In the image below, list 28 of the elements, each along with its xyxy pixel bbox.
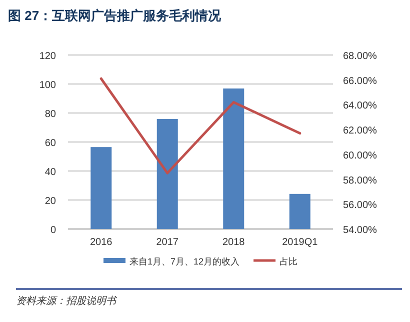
y2-tick-label: 60.00% — [343, 150, 378, 162]
y2-tick-label: 58.00% — [343, 175, 378, 186]
y-tick-label: 60 — [44, 138, 56, 149]
line-series — [100, 77, 302, 174]
bar — [156, 118, 178, 229]
y2-tick-label: 56.00% — [343, 200, 378, 212]
bar — [289, 194, 310, 229]
y2-tick-label: 68.00% — [343, 51, 378, 62]
legend-label: 占比 — [280, 256, 298, 266]
y-tick-label: 100 — [39, 80, 56, 91]
bar — [90, 147, 112, 229]
y2-tick-label: 54.00% — [343, 225, 378, 236]
bar — [223, 88, 244, 229]
y-tick-label: 120 — [39, 51, 56, 62]
x-tick-label: 2017 — [156, 237, 179, 248]
y-tick-label: 40 — [44, 167, 56, 178]
y-tick-label: 80 — [44, 109, 56, 120]
y2-tick-label: 64.00% — [343, 100, 378, 112]
x-tick-label: 2018 — [222, 237, 246, 248]
text: 资料来源：招股说明书 — [16, 295, 117, 307]
y2-tick-label: 66.00% — [343, 76, 378, 87]
x-tick-label: 2019Q1 — [282, 237, 318, 248]
y-tick-label: 20 — [44, 196, 56, 207]
y2-tick-label: 62.00% — [343, 126, 378, 137]
y-tick-label: 0 — [50, 225, 56, 236]
x-tick-label: 2016 — [90, 237, 113, 248]
legend-label: 来自1月、7月、12月的收入 — [129, 256, 240, 266]
chart-title: 图 27：互联网广告推广服务毛利情况 — [8, 8, 222, 23]
